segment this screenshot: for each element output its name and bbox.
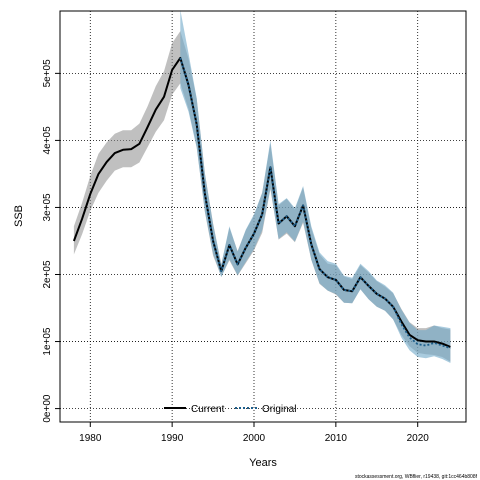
legend-label-original: Original — [262, 404, 296, 415]
legend: Current Original — [164, 404, 296, 415]
x-tick-label: 2010 — [325, 433, 348, 444]
band-original — [180, 9, 451, 363]
y-tick-label: 1e+05 — [42, 327, 53, 356]
x-tick-label: 2020 — [407, 433, 430, 444]
x-axis-title: Years — [249, 457, 277, 469]
y-axis-title: SSB — [13, 205, 25, 227]
x-tick-label: 1990 — [161, 433, 184, 444]
y-tick-label: 5e+05 — [42, 59, 53, 88]
y-tick-label: 0e+00 — [42, 394, 53, 423]
axis-ticks: 1980 1990 2000 2010 2020 0e+00 1e+05 2e+05 3e+05… — [42, 59, 429, 444]
plot-frame — [59, 10, 467, 423]
x-tick-label: 1980 — [79, 433, 102, 444]
y-tick-label: 2e+05 — [42, 260, 53, 289]
line-original — [179, 57, 451, 350]
y-tick-label: 3e+05 — [42, 193, 53, 222]
y-tick-label: 4e+05 — [42, 126, 53, 155]
x-tick-label: 2000 — [243, 433, 266, 444]
confidence-bands — [73, 9, 451, 363]
series-lines — [72, 56, 451, 350]
legend-label-current: Current — [191, 404, 225, 415]
footer-note: stockassessment.org, WBflier, r19438, gi… — [355, 474, 478, 480]
